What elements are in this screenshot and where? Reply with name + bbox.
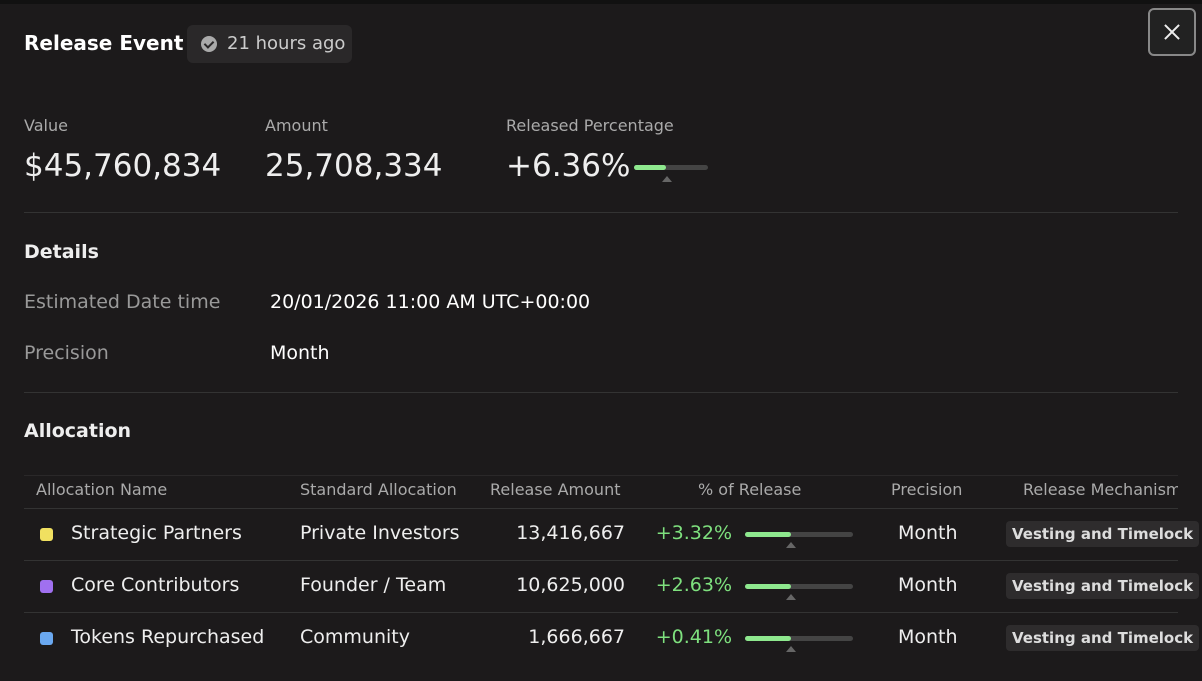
row-divider — [24, 508, 1178, 509]
column-header: Release Mechanism — [1023, 480, 1178, 499]
allocation-name: Tokens Repurchased — [71, 626, 265, 648]
release-mechanism: Vesting and Timelock — [1006, 521, 1200, 547]
backdrop — [0, 0, 1202, 4]
detail-value: 20/01/2026 11:00 AM UTC+00:00 — [270, 291, 591, 313]
precision: Month — [898, 626, 958, 648]
progress-marker — [786, 542, 796, 548]
standard-allocation: Community — [300, 626, 410, 648]
color-swatch — [40, 528, 53, 541]
stat-label: Value — [24, 116, 68, 135]
release-mechanism: Vesting and Timelock — [1006, 573, 1200, 599]
precision: Month — [898, 574, 958, 596]
release-amount: 10,625,000 — [516, 574, 625, 596]
standard-allocation: Founder / Team — [300, 574, 447, 596]
divider — [24, 212, 1178, 213]
stat-value: +6.36% — [506, 148, 631, 184]
release-amount: 1,666,667 — [528, 626, 625, 648]
precision: Month — [898, 522, 958, 544]
allocation-name: Core Contributors — [71, 574, 240, 596]
column-header: % of Release — [698, 480, 802, 499]
column-header: Precision — [891, 480, 963, 499]
detail-label: Precision — [24, 342, 109, 364]
row-divider — [24, 612, 1178, 613]
progress-marker — [786, 594, 796, 600]
allocation-name: Strategic Partners — [71, 522, 242, 544]
release-amount: 13,416,667 — [516, 522, 625, 544]
progress-bar — [745, 636, 853, 641]
column-header: Release Amount — [490, 480, 621, 499]
time-text: 21 hours ago — [227, 33, 346, 54]
progress-marker — [662, 176, 672, 182]
color-swatch — [40, 632, 53, 645]
column-header: Standard Allocation — [300, 480, 457, 499]
detail-value: Month — [270, 342, 330, 364]
time-badge: 21 hours ago — [187, 25, 352, 63]
release-mechanism: Vesting and Timelock — [1006, 625, 1200, 651]
progress-marker — [786, 646, 796, 652]
column-header: Allocation Name — [36, 480, 168, 499]
stat-label: Amount — [265, 116, 328, 135]
stat-value: $45,760,834 — [24, 148, 222, 184]
stat-label: Released Percentage — [506, 116, 674, 135]
stat-value: 25,708,334 — [265, 148, 443, 184]
table-top — [24, 475, 1178, 476]
section-title: Details — [24, 241, 99, 263]
divider — [24, 392, 1178, 393]
modal-title: Release Event — [24, 31, 184, 55]
row-divider — [24, 560, 1178, 561]
release-percent: +2.63% — [655, 574, 732, 596]
section-title: Allocation — [24, 420, 132, 442]
progress-bar — [634, 165, 708, 170]
release-percent: +3.32% — [655, 522, 732, 544]
close-button[interactable] — [1148, 8, 1196, 56]
progress-bar — [745, 584, 853, 589]
standard-allocation: Private Investors — [300, 522, 460, 544]
progress-bar — [745, 532, 853, 537]
color-swatch — [40, 580, 53, 593]
detail-label: Estimated Date time — [24, 291, 221, 313]
release-percent: +0.41% — [655, 626, 732, 648]
